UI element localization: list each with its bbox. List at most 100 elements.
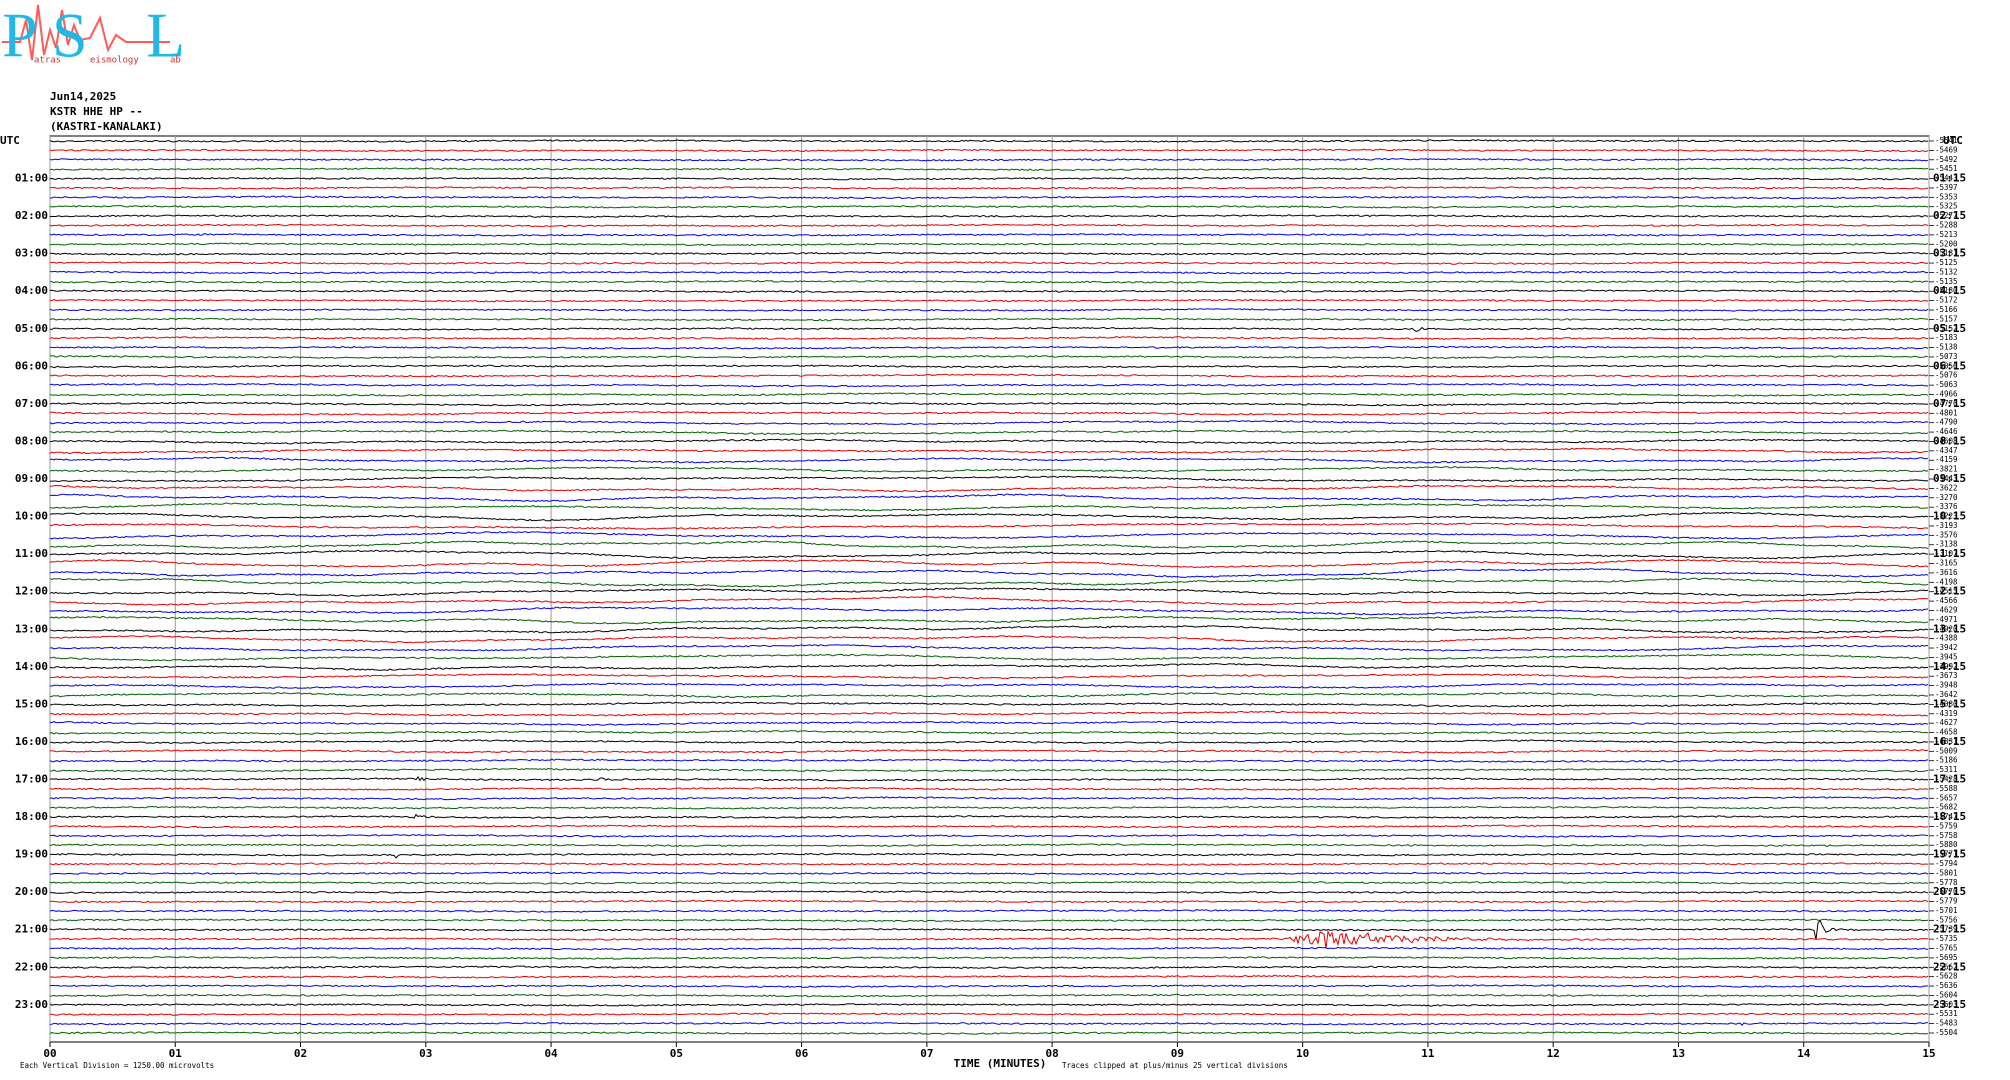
trace [49,710,1929,717]
trace-offset: -5756 [1935,915,1958,924]
trace-offset: -5739 [1935,925,1958,934]
left-time-label: 15:00 [15,697,48,710]
x-tick-label: 10 [1296,1047,1309,1060]
left-time-label: 18:00 [15,810,48,823]
trace-offset: -5504 [1935,1028,1958,1037]
trace [49,410,1929,416]
trace [49,749,1929,754]
right-time-label: 22:15 [1933,960,1966,973]
trace [49,558,1929,569]
trace-offset: -5770 [1935,887,1958,896]
trace [49,186,1928,190]
right-time-label: 03:15 [1933,247,1966,260]
trace-offset: -5662 [1935,962,1958,971]
logo-letter: L [146,0,185,71]
trace [49,383,1929,388]
right-time-label: 21:15 [1933,923,1966,936]
trace [49,843,1929,847]
trace [49,813,1929,819]
trace [49,644,1928,652]
trace-offset: -3642 [1935,690,1958,699]
trace-offset: -3616 [1935,568,1958,577]
x-tick-label: 11 [1421,1047,1435,1060]
right-time-label: 07:15 [1933,397,1966,410]
right-time-label: 08:15 [1933,434,1966,447]
trace [49,167,1929,171]
logo-small: eismology [90,56,139,66]
x-tick-label: 00 [43,1047,56,1060]
trace-offset: -4388 [1935,634,1958,643]
trace-offset: -5794 [1935,859,1958,868]
trace-offset: -5186 [1935,756,1958,765]
trace [49,767,1929,773]
trace-offset: -4971 [1935,615,1958,624]
right-time-label: 23:15 [1933,998,1966,1011]
trace-offset: -5747 [1935,812,1958,821]
trace-offset: -4347 [1935,446,1958,455]
location: (KASTRI-KANALAKI) [50,120,163,133]
trace [49,1003,1929,1007]
x-tick-label: 09 [1171,1047,1184,1060]
trace [49,511,1929,522]
left-time-label: 05:00 [15,322,48,335]
trace-offset: -4658 [1935,728,1958,737]
trace-offset: -4966 [1935,390,1958,399]
trace-offset: -4629 [1935,605,1958,614]
trace-offset: -5492 [1935,155,1958,164]
trace [49,466,1929,473]
trace-offset: -5056 [1935,361,1958,370]
trace [49,653,1929,662]
trace [49,974,1929,979]
trace-offset: -4646 [1935,427,1958,436]
trace [49,401,1929,407]
trace-offset: -5311 [1935,765,1958,774]
trace-offset: -5213 [1935,230,1958,239]
left-time-label: 16:00 [15,735,48,748]
trace-offset: -5125 [1935,258,1958,267]
trace-offset: -5701 [1935,906,1958,915]
trace-offset: -3443 [1935,474,1958,483]
trace [50,871,1929,876]
trace [49,270,1929,275]
trace [49,214,1929,218]
trace [49,531,1929,540]
left-time-label: 14:00 [15,660,48,673]
trace-offset: -5009 [1935,746,1958,755]
trace [49,242,1929,247]
right-time-label: 12:15 [1933,585,1966,598]
trace [49,549,1929,560]
right-time-label: 18:15 [1933,810,1966,823]
x-tick-label: 14 [1797,1047,1811,1060]
left-time-label: 22:00 [15,960,48,973]
logo-small: ab [170,56,181,66]
trace-offset: -3821 [1935,465,1958,474]
trace [49,852,1929,859]
trace [49,880,1929,885]
x-tick-label: 06 [795,1047,809,1060]
trace [49,909,1929,913]
trace-offset: -4801 [1935,408,1958,417]
trace-offset: -5180 [1935,286,1958,295]
trace-offset: -5483 [1935,1019,1958,1028]
trace [49,420,1929,426]
clip-note: Traces clipped at plus/minus 25 vertical… [1062,1061,1288,1070]
trace [49,595,1929,606]
trace-offset: -5277 [1935,211,1958,220]
trace [49,298,1929,303]
trace-offset: -3376 [1935,502,1958,511]
right-time-label: 10:15 [1933,510,1966,523]
trace-offset: -5531 [1935,1009,1958,1018]
trace-offset: -5200 [1935,239,1958,248]
right-time-label: 02:15 [1933,209,1966,222]
trace [49,484,1929,493]
trace-offset: -5288 [1935,221,1958,230]
trace-offset: -5325 [1935,202,1958,211]
trace [49,373,1929,378]
left-time-label: UTC [0,134,20,147]
trace-offset: -4920 [1935,624,1958,633]
trace [49,502,1928,512]
left-time-label: 11:00 [15,547,48,560]
scale-note: Each Vertical Division = 1250.00 microvo… [20,1061,214,1070]
trace [49,673,1929,680]
